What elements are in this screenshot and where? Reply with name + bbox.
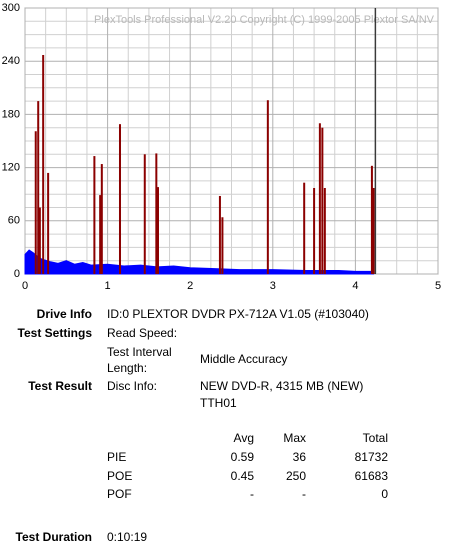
label: Drive Info — [36, 307, 92, 321]
area — [24, 249, 375, 275]
table-cell: 61683 — [354, 468, 388, 483]
table-cell: 250 — [285, 468, 306, 483]
value: NEW DVD-R, 4315 MB (NEW) — [200, 379, 364, 393]
y-tick-label: 240 — [2, 55, 20, 67]
x-tick-label: 4 — [352, 280, 358, 292]
y-tick-label: 300 — [2, 2, 20, 14]
bar — [118, 124, 121, 274]
row-label: POE — [107, 468, 133, 483]
value: Read Speed: — [107, 326, 178, 340]
bar — [93, 156, 96, 274]
x-tick-label: 1 — [105, 280, 111, 292]
bar — [321, 127, 324, 274]
bar — [47, 172, 50, 274]
label: Test Duration — [15, 530, 92, 544]
bar — [221, 217, 224, 274]
table-header: Total — [362, 431, 388, 445]
bar — [318, 123, 321, 275]
table-cell: 0 — [381, 487, 388, 501]
row-label: POF — [107, 487, 132, 501]
table-cell: 81732 — [354, 450, 388, 464]
value: ID:0 PLEXTOR DVDR PX-712A V1.05 (#103040… — [107, 307, 369, 321]
table-header: Max — [283, 431, 306, 445]
x-tick-label: 5 — [435, 280, 441, 292]
bar — [372, 187, 375, 274]
label: Test Result — [28, 379, 92, 393]
value: Middle Accuracy — [200, 352, 288, 366]
table-header: Avg — [233, 431, 254, 445]
y-tick-label: 180 — [2, 108, 20, 120]
chart-title: PlexTools Professional V2.20 Copyright (… — [94, 14, 435, 26]
bar — [370, 165, 373, 274]
bar — [266, 100, 269, 274]
table-cell: 0.45 — [230, 468, 254, 483]
bar — [38, 207, 41, 274]
label: Disc Info: — [107, 379, 158, 393]
bar — [143, 154, 146, 274]
chart: 0 60 120 180 240 300 0 1 2 3 4 5 PlexTools Professio… — [2, 2, 441, 292]
bar — [323, 187, 326, 274]
row-label: PIE — [107, 450, 127, 464]
bar — [42, 54, 45, 274]
y-tick-label: 0 — [14, 268, 20, 280]
bar — [155, 153, 158, 274]
label: Test Settings — [17, 326, 92, 340]
x-tick-label: 3 — [270, 280, 276, 292]
bar — [303, 182, 306, 274]
x-tick-label: 0 — [22, 280, 28, 292]
table-cell: - — [302, 487, 306, 501]
label: Test Interval Length: — [107, 345, 172, 375]
bar — [156, 187, 159, 274]
bar — [99, 195, 102, 274]
bar — [313, 187, 316, 274]
value: 0:10:19 — [107, 530, 148, 544]
table-cell: - — [250, 487, 254, 501]
bar — [100, 164, 103, 274]
bar — [37, 101, 40, 274]
table-cell: 36 — [292, 450, 306, 464]
x-tick-label: 2 — [187, 280, 193, 292]
bar — [218, 195, 221, 274]
y-tick-label: 60 — [8, 215, 20, 227]
value: TTH01 — [200, 396, 237, 410]
y-tick-label: 120 — [2, 162, 20, 174]
bar — [34, 131, 37, 274]
table-cell: 0.59 — [230, 450, 254, 464]
